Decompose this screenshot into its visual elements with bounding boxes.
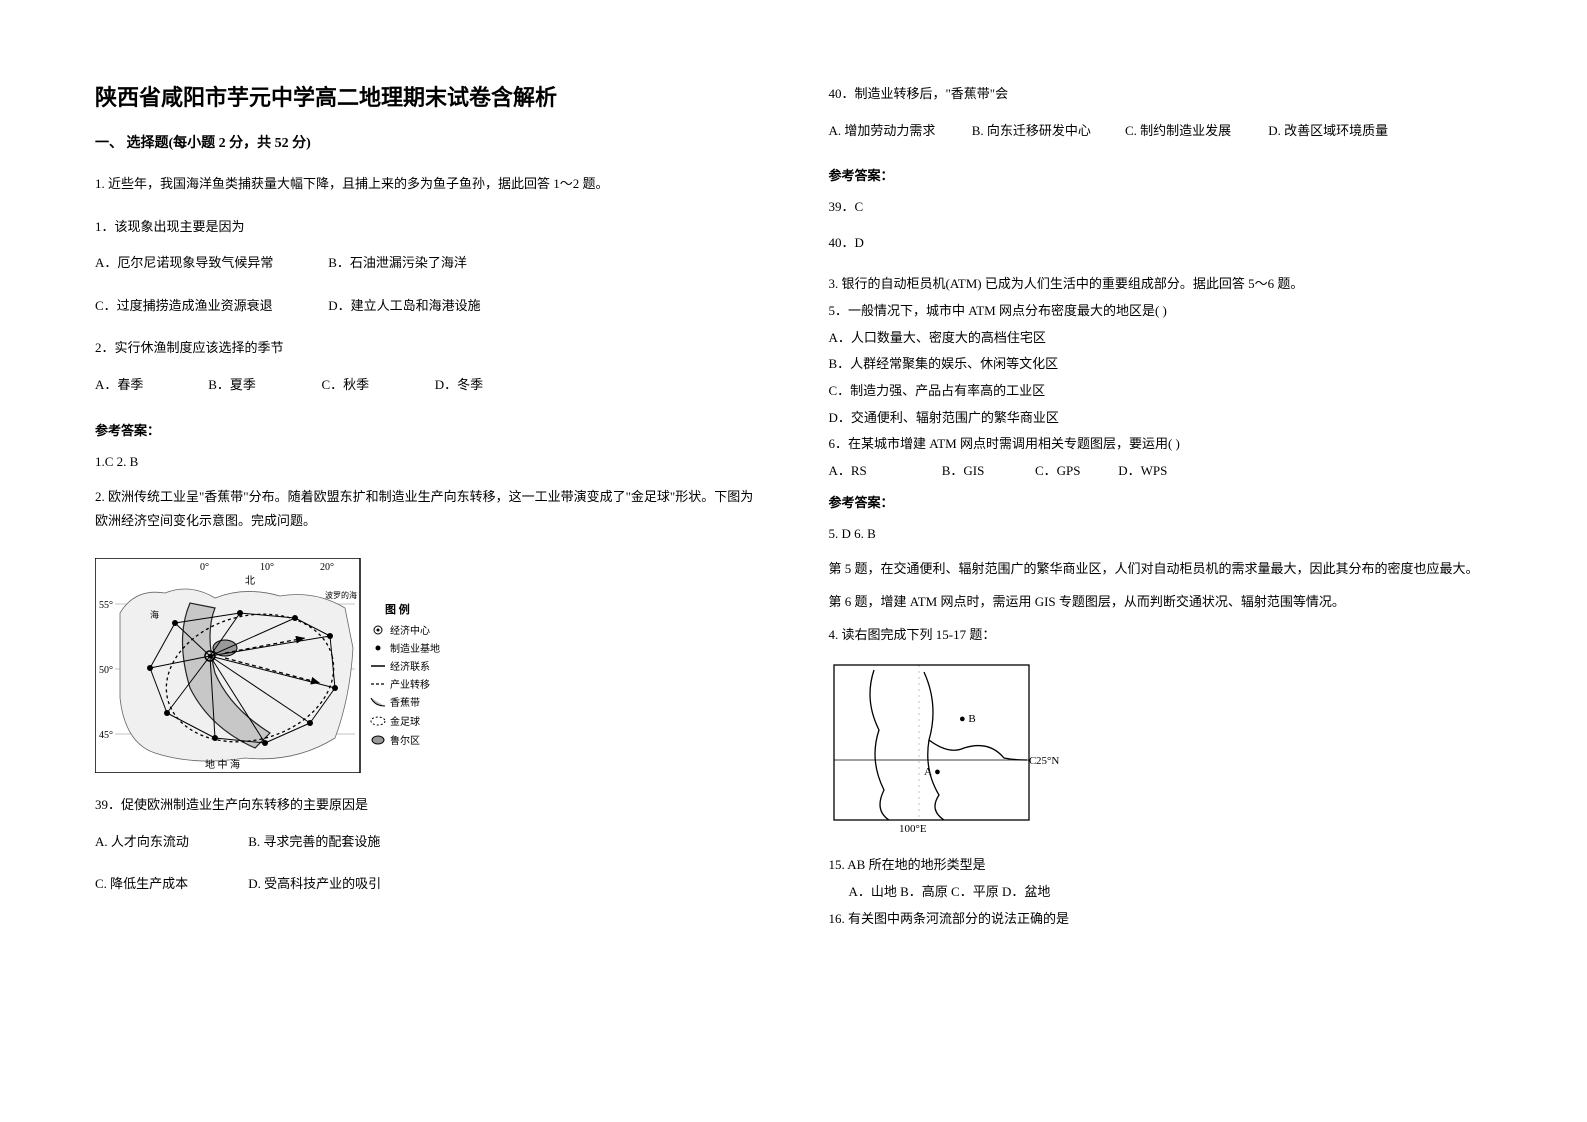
q2-sub39-row1: A. 人才向东流动 B. 寻求完善的配套设施 xyxy=(95,828,759,857)
q3-sub6: 6．在某城市增建 ATM 网点时需调用相关专题图层，要运用( ) xyxy=(829,432,1493,457)
q2-stem: 2. 欧洲传统工业呈"香蕉带"分布。随着欧盟东扩和制造业生产向东转移，这一工业带… xyxy=(95,485,759,534)
north-label: 北 xyxy=(245,575,255,587)
q1-sub1-row1: A．厄尔尼诺现象导致气候异常 B．石油泄漏污染了海洋 xyxy=(95,249,759,278)
lat50-label: 50° xyxy=(99,665,113,676)
q1-answer: 1.C 2. B xyxy=(95,449,759,475)
q1-sub2-opt-d: D．冬季 xyxy=(435,371,483,400)
q3-sub6-opt-c: C．GPS xyxy=(1035,459,1115,484)
q1-sub1-row2: C．过度捕捞造成渔业资源衰退 D．建立人工岛和海港设施 xyxy=(95,292,759,321)
region-map-svg: 25°N C 100°E A ● ● B xyxy=(829,660,1109,835)
q2-sub40-opt-c: C. 制约制造业发展 xyxy=(1125,117,1265,146)
q4-point-c: C xyxy=(1029,755,1036,767)
q1-sub2-opt-c: C．秋季 xyxy=(322,371,432,400)
q3-explain5: 第 5 题，在交通便利、辐射范围广的繁华商业区，人们对自动柜员机的需求量最大，因… xyxy=(829,557,1493,580)
q4-sub16: 16. 有关图中两条河流部分的说法正确的是 xyxy=(829,907,1493,932)
q2-sub40: 40．制造业转移后，"香蕉带"会 xyxy=(829,80,1493,109)
left-column: 陕西省咸阳市芋元中学高二地理期末试卷含解析 一、 选择题(每小题 2 分，共 5… xyxy=(95,80,759,1082)
q2-sub39-opt-a: A. 人才向东流动 xyxy=(95,828,245,857)
europe-map-svg: 0° 10° 20° 北 55° 50° 45° 地 中 海 波罗的海 海 xyxy=(95,558,455,773)
legend-item-1: 制造业基地 xyxy=(390,642,440,655)
page-title: 陕西省咸阳市芋元中学高二地理期末试卷含解析 xyxy=(95,80,759,112)
q3-sub5-opt-b: B．人群经常聚集的娱乐、休闲等文化区 xyxy=(829,352,1493,377)
q2-sub39-opt-b: B. 寻求完善的配套设施 xyxy=(248,828,380,857)
q1-sub1: 1．该现象出现主要是因为 xyxy=(95,213,759,242)
lat45-label: 45° xyxy=(99,730,113,741)
q3-answer: 5. D 6. B xyxy=(829,521,1493,547)
q3-sub5-opt-a: A．人口数量大、密度大的高档住宅区 xyxy=(829,326,1493,351)
q3-answer-label: 参考答案： xyxy=(829,492,1493,511)
q2-figure: 0° 10° 20° 北 55° 50° 45° 地 中 海 波罗的海 海 xyxy=(95,558,759,773)
q3-sub6-opt-a: A．RS xyxy=(829,459,939,484)
q4-sub15: 15. AB 所在地的地形类型是 xyxy=(829,853,1493,878)
lat55-label: 55° xyxy=(99,600,113,611)
q2-answer-label: 参考答案： xyxy=(829,165,1493,184)
q4-figure: 25°N C 100°E A ● ● B xyxy=(829,660,1493,835)
legend-item-5: 金足球 xyxy=(390,715,420,728)
q1-sub2: 2．实行休渔制度应该选择的季节 xyxy=(95,334,759,363)
lon0-label: 0° xyxy=(200,562,209,573)
legend-item-0: 经济中心 xyxy=(390,624,430,637)
q1-sub1-opt-a: A．厄尔尼诺现象导致气候异常 xyxy=(95,249,325,278)
q1-stem: 1. 近些年，我国海洋鱼类捕获量大幅下降，且捕上来的多为鱼子鱼孙，据此回答 1～… xyxy=(95,170,759,199)
legend-item-6: 鲁尔区 xyxy=(390,734,420,747)
sea-label: 海 xyxy=(150,609,159,620)
q1-sub1-opt-d: D．建立人工岛和海港设施 xyxy=(328,292,480,321)
q2-sub40-opt-b: B. 向东迁移研发中心 xyxy=(972,117,1122,146)
q2-sub40-opt-d: D. 改善区域环境质量 xyxy=(1268,117,1388,146)
q4-stem: 4. 读右图完成下列 15-17 题： xyxy=(829,623,1493,648)
legend-item-4: 香蕉带 xyxy=(390,697,420,709)
q2-answer40: 40．D xyxy=(829,230,1493,256)
right-column: 40．制造业转移后，"香蕉带"会 A. 增加劳动力需求 B. 向东迁移研发中心 … xyxy=(829,80,1493,1082)
q2-sub39-opt-d: D. 受高科技产业的吸引 xyxy=(248,870,381,899)
q4-point-a: A ● xyxy=(924,766,941,778)
q2-sub40-row: A. 增加劳动力需求 B. 向东迁移研发中心 C. 制约制造业发展 D. 改善区… xyxy=(829,117,1493,146)
q4-lat-label: 25°N xyxy=(1036,755,1059,767)
q1-sub2-row: A．春季 B．夏季 C．秋季 D．冬季 xyxy=(95,371,759,400)
q2-sub40-opt-a: A. 增加劳动力需求 xyxy=(829,117,969,146)
q2-sub39-opt-c: C. 降低生产成本 xyxy=(95,870,245,899)
q2-sub39-row2: C. 降低生产成本 D. 受高科技产业的吸引 xyxy=(95,870,759,899)
q4-point-b: ● B xyxy=(959,713,976,725)
q1-sub2-opt-a: A．春季 xyxy=(95,371,205,400)
q1-sub1-opt-b: B．石油泄漏污染了海洋 xyxy=(328,249,467,278)
section-1-header: 一、 选择题(每小题 2 分，共 52 分) xyxy=(95,132,759,152)
q3-explain6: 第 6 题，增建 ATM 网点时，需运用 GIS 专题图层，从而判断交通状况、辐… xyxy=(829,590,1493,613)
legend-item-2: 经济联系 xyxy=(390,660,430,673)
q3-sub5-opt-d: D．交通便利、辐射范围广的繁华商业区 xyxy=(829,406,1493,431)
q4-lon-label: 100°E xyxy=(899,823,927,835)
q3-sub6-opts: A．RS B．GIS C．GPS D．WPS xyxy=(829,459,1493,484)
q1-answer-label: 参考答案： xyxy=(95,420,759,439)
q1-sub1-opt-c: C．过度捕捞造成渔业资源衰退 xyxy=(95,292,325,321)
legend-title: 图 例 xyxy=(385,602,410,616)
q2-answer39: 39．C xyxy=(829,194,1493,220)
q3-sub5: 5．一般情况下，城市中 ATM 网点分布密度最大的地区是( ) xyxy=(829,299,1493,324)
q3-sub5-opt-c: C．制造力强、产品占有率高的工业区 xyxy=(829,379,1493,404)
q3-sub6-opt-b: B．GIS xyxy=(942,459,1032,484)
q1-sub2-opt-b: B．夏季 xyxy=(208,371,318,400)
lon10-label: 10° xyxy=(260,562,274,573)
map-legend: 图 例 经济中心 制造业基地 经济联系 产业转移 香蕉带 金足球 鲁尔区 xyxy=(371,602,440,747)
med-sea-label: 地 中 海 xyxy=(205,758,240,771)
q3-stem: 3. 银行的自动柜员机(ATM) 已成为人们生活中的重要组成部分。据此回答 5～… xyxy=(829,272,1493,297)
legend-item-3: 产业转移 xyxy=(390,678,430,691)
q2-sub39: 39．促使欧洲制造业生产向东转移的主要原因是 xyxy=(95,791,759,820)
q4-sub15-opts: A．山地 B．高原 C．平原 D．盆地 xyxy=(829,880,1493,905)
lon20-label: 20° xyxy=(320,562,334,573)
baltic-label: 波罗的海 xyxy=(325,590,357,600)
q3-sub6-opt-d: D．WPS xyxy=(1118,459,1167,484)
